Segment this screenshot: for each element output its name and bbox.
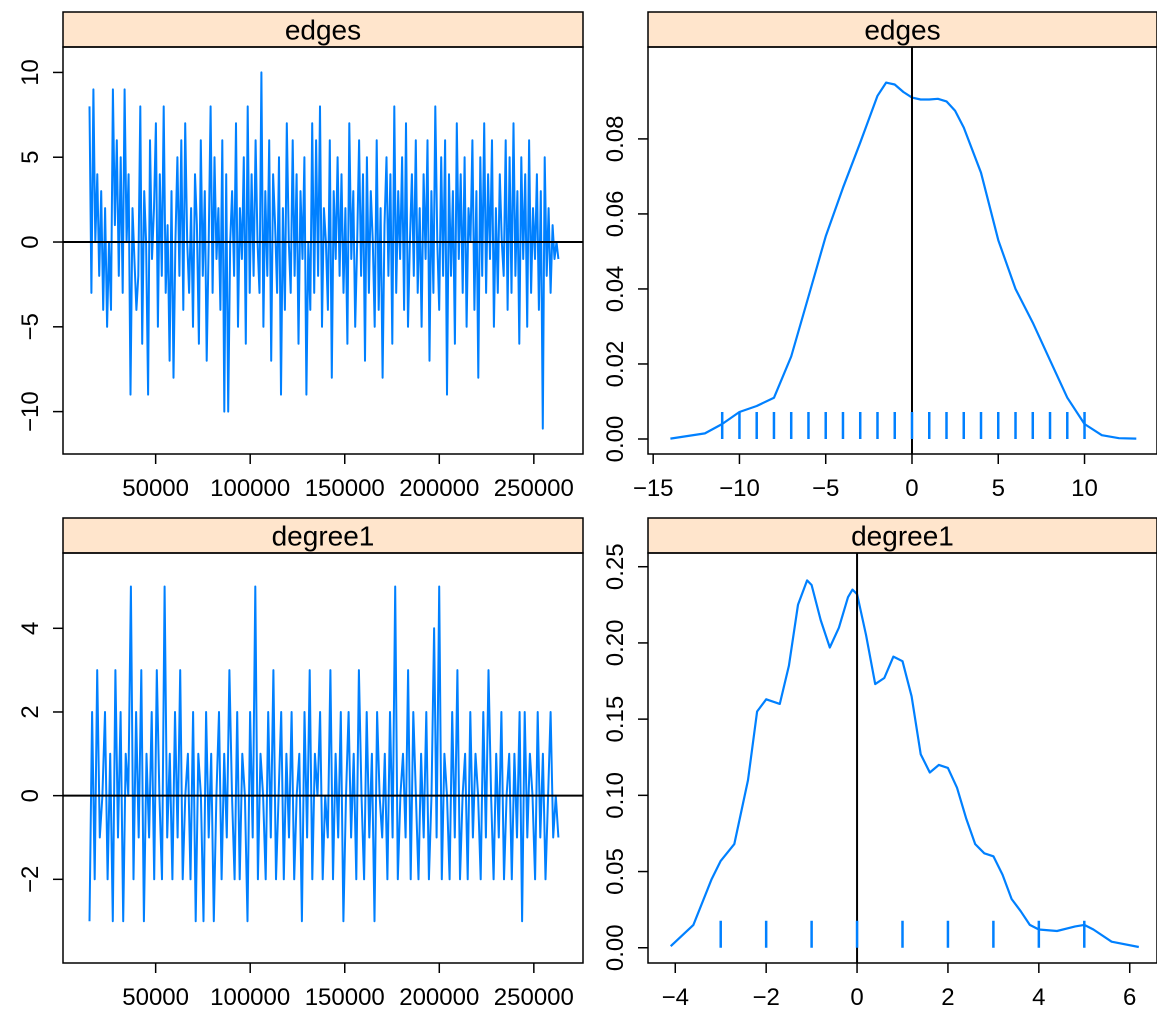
y-tick-label: 0.25: [602, 543, 629, 590]
x-tick-label: 50000: [122, 475, 189, 502]
x-tick-label: −15: [633, 475, 674, 502]
panel-degree1-density: degree1 −4 −2 0 2 4 6 0.00 0.05 0.10 0.15 0.20 0.25: [602, 517, 1157, 1011]
y-tick-label: −2: [17, 866, 44, 893]
trace-series-line: [88, 71, 560, 430]
x-tick-label: 200000: [399, 475, 479, 502]
x-tick-label: −10: [719, 475, 760, 502]
x-tick-label: 0: [905, 475, 918, 502]
x-tick-label: 6: [1123, 984, 1136, 1011]
strip-title: edges: [285, 15, 361, 46]
y-tick-label: 0.20: [602, 620, 629, 667]
y-tick-label: 0.02: [602, 341, 629, 388]
x-tick-label: 150000: [305, 984, 385, 1011]
y-tick-label: −5: [17, 313, 44, 340]
panel-frame: [647, 552, 1157, 964]
y-tick-label: 0: [17, 789, 44, 802]
density-curve: [670, 81, 1137, 440]
x-tick-label: 100000: [210, 984, 290, 1011]
panel-frame: [62, 552, 584, 964]
y-tick-label: 0.00: [602, 416, 629, 463]
x-tick-label: 100000: [210, 475, 290, 502]
strip-title: degree1: [851, 521, 954, 552]
y-tick-label: 0.05: [602, 848, 629, 895]
x-tick-label: −2: [752, 984, 779, 1011]
x-tick-label: 50000: [122, 984, 189, 1011]
strip-header: [647, 517, 1157, 554]
plot-area: [63, 71, 583, 430]
plot-area: [670, 47, 1137, 454]
plot-area: [63, 585, 583, 923]
strip-header: [62, 517, 584, 554]
panel-edges-trace: edges 50000 100000 150000 200000 250000 −10 −5 0…: [17, 11, 584, 502]
y-tick-label: 0.15: [602, 696, 629, 743]
x-tick-label: 150000: [305, 475, 385, 502]
x-tick-label: −5: [812, 475, 839, 502]
x-tick-label: 250000: [494, 475, 574, 502]
density-curve: [669, 579, 1140, 949]
y-tick-label: 5: [17, 151, 44, 164]
x-tick-label: 250000: [494, 984, 574, 1011]
x-tick-label: 4: [1032, 984, 1045, 1011]
y-tick-label: 0.04: [602, 266, 629, 313]
x-tick-label: 200000: [399, 984, 479, 1011]
y-tick-label: 0.06: [602, 191, 629, 238]
y-tick-label: 2: [17, 705, 44, 718]
x-tick-label: 0: [850, 984, 863, 1011]
y-tick-label: 10: [17, 59, 44, 86]
y-tick-label: 0.10: [602, 772, 629, 819]
y-tick-label: 0: [17, 235, 44, 248]
panel-degree1-trace: degree1 50000 100000 150000 200000 250000 −2 0 2…: [17, 517, 584, 1011]
x-tick-label: −4: [662, 984, 689, 1011]
x-tick-label: 10: [1071, 475, 1098, 502]
strip-header: [62, 11, 584, 48]
y-tick-label: 4: [17, 622, 44, 635]
y-tick-label: 0.00: [602, 924, 629, 971]
panel-frame: [647, 46, 1157, 455]
x-tick-label: 5: [992, 475, 1005, 502]
panel-frame: [62, 46, 584, 455]
y-tick-label: −10: [17, 391, 44, 432]
x-tick-label: 2: [941, 984, 954, 1011]
y-tick-label: 0.08: [602, 116, 629, 163]
plot-area: [669, 553, 1140, 963]
strip-header: [647, 11, 1157, 48]
panel-edges-density: edges −15 −10 −5 0 5 10 0.00 0.02 0.04 0.06 0.08: [602, 11, 1157, 502]
strip-title: edges: [864, 15, 940, 46]
strip-title: degree1: [272, 521, 375, 552]
trace-series-line: [88, 585, 560, 923]
